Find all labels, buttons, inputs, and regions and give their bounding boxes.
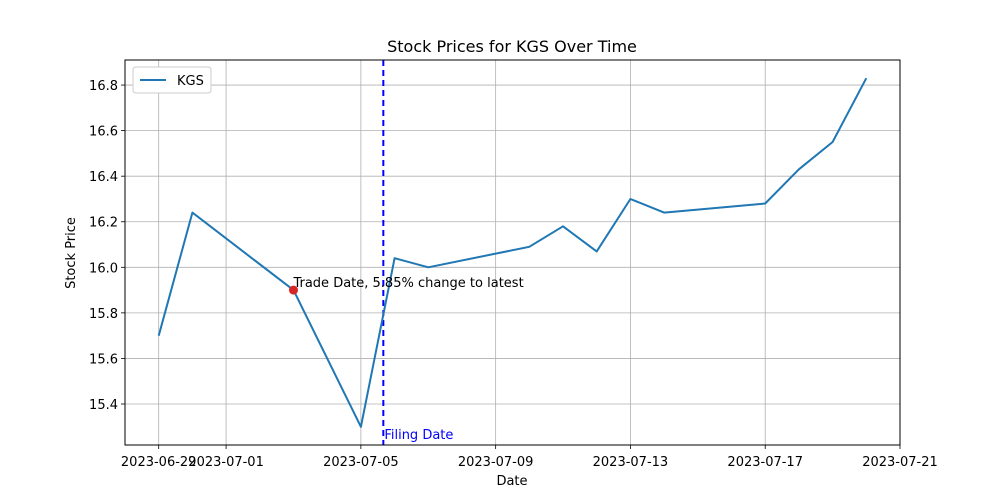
data-point — [191, 211, 194, 214]
y-tick-label: 16.4 — [89, 170, 118, 185]
legend: KGS — [132, 66, 212, 94]
data-point — [393, 257, 396, 260]
y-axis-label: Stock Price — [64, 217, 79, 289]
data-point — [359, 425, 362, 428]
data-point — [663, 211, 666, 214]
x-tick-label: 2023-07-09 — [458, 455, 534, 470]
legend-box — [132, 66, 212, 94]
data-point — [831, 141, 834, 144]
trade-date-annotation: Trade Date, 5.85% change to latest — [292, 276, 523, 291]
data-point — [797, 168, 800, 171]
grid-lines — [125, 60, 901, 445]
data-point — [595, 250, 598, 253]
y-tick-label: 16.6 — [89, 125, 118, 140]
data-point — [427, 266, 430, 269]
x-tick-label: 2023-07-13 — [593, 455, 669, 470]
y-tick-label: 16.8 — [89, 79, 118, 94]
data-point — [865, 77, 868, 80]
filing-date-label: Filing Date — [384, 428, 453, 443]
data-point — [157, 334, 160, 337]
trade-date-marker — [288, 285, 298, 295]
legend-label-kgs: KGS — [177, 74, 204, 89]
x-tick-label: 2023-07-17 — [727, 455, 803, 470]
y-tick-label: 15.4 — [89, 398, 118, 413]
plot-frame — [124, 59, 901, 446]
x-tick-label: 2023-07-01 — [188, 455, 264, 470]
x-tick-label: 2023-07-21 — [862, 455, 938, 470]
y-tick-label: 16.2 — [89, 216, 118, 231]
y-tick-label: 15.8 — [89, 307, 118, 322]
trade-date-point — [288, 285, 298, 295]
x-axis-label: Date — [496, 474, 527, 489]
series-layer — [157, 77, 868, 428]
y-axis-ticks: 15.4 15.6 15.8 16.0 16.2 16.4 16.6 16.8 — [89, 79, 125, 413]
data-point — [528, 245, 531, 248]
x-tick-label: 2023-06-29 — [121, 455, 197, 470]
x-tick-label: 2023-07-05 — [323, 455, 399, 470]
y-tick-label: 16.0 — [89, 261, 118, 276]
series-line-kgs — [157, 77, 868, 428]
data-point — [629, 197, 632, 200]
data-point — [764, 202, 767, 205]
data-point — [562, 225, 565, 228]
y-tick-label: 15.6 — [89, 352, 118, 367]
chart-title: Stock Prices for KGS Over Time — [387, 37, 637, 56]
